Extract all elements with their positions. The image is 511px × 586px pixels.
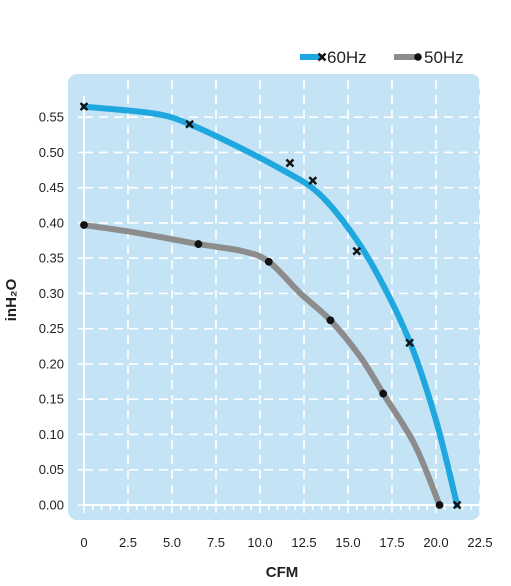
legend-50hz-dot-marker-icon bbox=[414, 53, 422, 61]
x-tick-label: 22.5 bbox=[467, 535, 492, 550]
data-point-dot-marker bbox=[379, 389, 388, 398]
x-tick-label: 15.0 bbox=[335, 535, 360, 550]
y-tick-label: 0.45 bbox=[39, 180, 64, 195]
data-point-dot-marker bbox=[326, 316, 335, 325]
series-50hz bbox=[80, 221, 444, 509]
x-axis-title: CFM bbox=[266, 564, 299, 581]
y-tick-label: 0.25 bbox=[39, 321, 64, 336]
x-tick-label: 17.5 bbox=[379, 535, 404, 550]
y-tick-label: 0.55 bbox=[39, 110, 64, 125]
x-tick-label: 12.5 bbox=[291, 535, 316, 550]
data-point-x-marker bbox=[308, 176, 318, 185]
y-tick-label: 0.00 bbox=[39, 498, 64, 513]
legend-item-60hz: 60Hz bbox=[300, 48, 367, 67]
x-tick-label: 2.5 bbox=[119, 535, 137, 550]
series-line-50hz bbox=[81, 222, 443, 508]
x-tick-label: 20.0 bbox=[423, 535, 448, 550]
y-tick-label: 0.20 bbox=[39, 356, 64, 371]
x-axis-ticks: 0 2.5 5.0 7.5 10.0 12.5 15.0 17.5 20.0 22.5 bbox=[80, 535, 492, 550]
data-point-x-marker bbox=[79, 102, 89, 111]
legend-50hz-label: 50Hz bbox=[424, 48, 464, 67]
grid-lines bbox=[84, 80, 481, 505]
data-point-x-marker bbox=[185, 119, 194, 129]
legend-item-50hz: 50Hz bbox=[394, 48, 464, 67]
data-point-dot-marker bbox=[264, 257, 273, 266]
x-tick-label: 10.0 bbox=[247, 535, 272, 550]
data-point-x-marker bbox=[285, 158, 295, 168]
y-tick-label: 0.15 bbox=[39, 392, 64, 407]
data-point-dot-marker bbox=[435, 501, 444, 509]
series-layer bbox=[79, 102, 462, 510]
y-tick-label: 0.50 bbox=[39, 145, 64, 160]
y-axis-ticks: 0.00 0.05 0.10 0.15 0.20 0.25 0.30 0.35 0.40 0.45… bbox=[39, 110, 84, 513]
data-point-dot-marker bbox=[80, 221, 88, 229]
legend-60hz-x-marker-icon bbox=[317, 52, 327, 62]
data-point-dot-marker bbox=[194, 240, 203, 248]
x-tick-label: 5.0 bbox=[163, 535, 181, 550]
x-tick-label: 0 bbox=[80, 535, 87, 550]
legend: 60Hz 50Hz bbox=[300, 48, 464, 67]
y-tick-label: 0.40 bbox=[39, 215, 64, 230]
data-point-x-marker bbox=[452, 500, 462, 510]
data-point-x-marker bbox=[352, 246, 362, 256]
x-axis-minor-ticks bbox=[83, 505, 481, 513]
y-tick-label: 0.05 bbox=[39, 462, 64, 477]
series-60hz bbox=[79, 102, 462, 510]
y-tick-label: 0.10 bbox=[39, 427, 64, 442]
x-tick-label: 7.5 bbox=[207, 535, 225, 550]
data-point-x-marker bbox=[405, 338, 414, 348]
series-line-60hz bbox=[81, 103, 461, 508]
legend-60hz-label: 60Hz bbox=[327, 48, 367, 67]
y-tick-label: 0.35 bbox=[39, 251, 64, 266]
y-tick-label: 0.30 bbox=[39, 286, 64, 301]
y-axis-title: inH₂O bbox=[3, 278, 20, 321]
plot-area bbox=[68, 74, 480, 520]
